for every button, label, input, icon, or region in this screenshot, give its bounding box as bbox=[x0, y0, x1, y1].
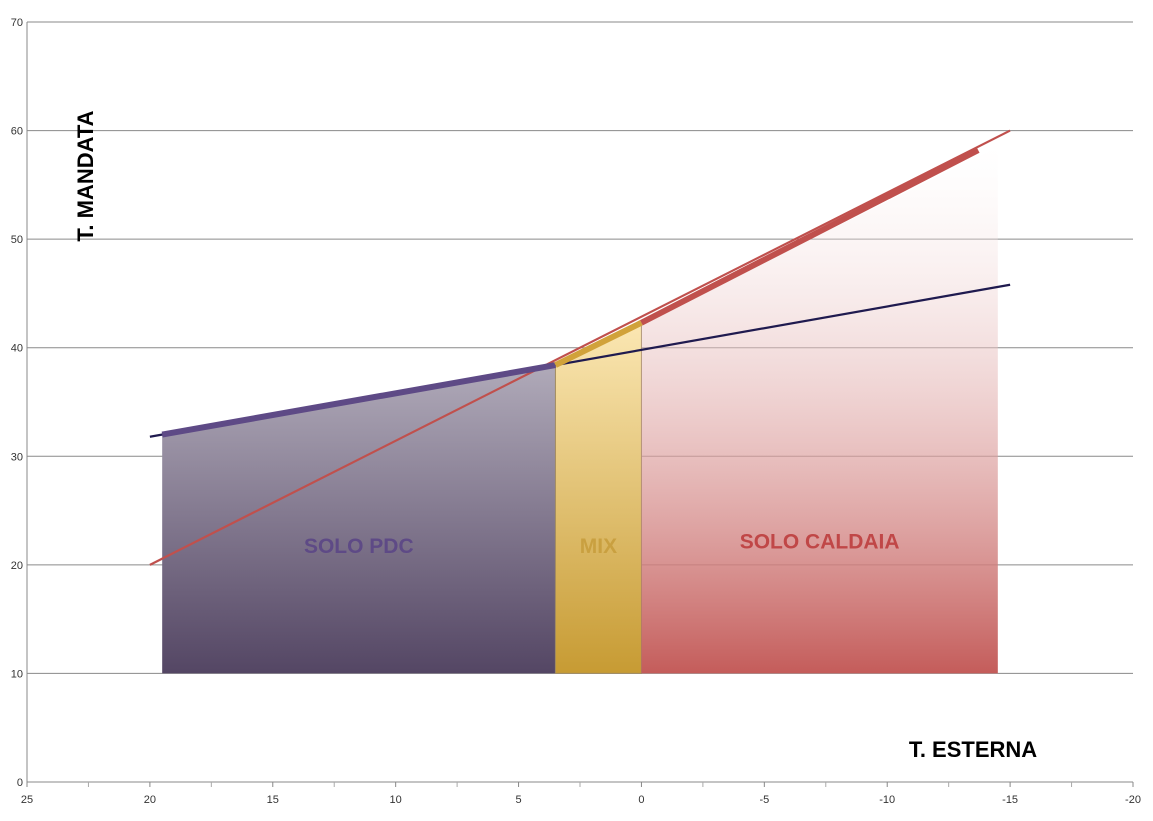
region-solo-pdc bbox=[162, 365, 556, 674]
x-tick-label: 15 bbox=[267, 794, 279, 806]
y-tick-label: 40 bbox=[11, 343, 23, 355]
axes bbox=[26, 22, 1134, 787]
region-label-solo-caldaia: SOLO CALDAIA bbox=[740, 531, 900, 554]
regions bbox=[162, 146, 998, 674]
x-axis-title: T. ESTERNA bbox=[909, 737, 1037, 762]
x-tick-label: 25 bbox=[21, 794, 33, 806]
x-tick-label: 10 bbox=[390, 794, 402, 806]
y-tick-label: 30 bbox=[11, 451, 23, 463]
y-tick-label: 60 bbox=[11, 126, 23, 138]
highlight-segment-1 bbox=[554, 320, 643, 368]
x-tick-label: -15 bbox=[1002, 794, 1018, 806]
y-tick-label: 70 bbox=[11, 17, 23, 29]
series-lines bbox=[149, 129, 1011, 566]
x-tick-label: -20 bbox=[1125, 794, 1141, 806]
region-mix bbox=[554, 321, 642, 674]
series-line-1 bbox=[149, 129, 1011, 566]
region-label-solo-pdc: SOLO PDC bbox=[304, 535, 414, 558]
y-tick-label: 0 bbox=[17, 777, 23, 789]
region-solo-caldaia bbox=[641, 146, 998, 674]
x-tick-label: 0 bbox=[638, 794, 644, 806]
x-tick-label: -10 bbox=[879, 794, 895, 806]
y-tick-label: 10 bbox=[11, 668, 23, 680]
highlight-segment-2 bbox=[640, 147, 980, 326]
y-tick-label: 20 bbox=[11, 560, 23, 572]
region-label-mix: MIX bbox=[580, 535, 617, 558]
y-axis-title: T. MANDATA bbox=[73, 110, 98, 241]
x-tick-label: 5 bbox=[515, 794, 521, 806]
y-tick-label: 50 bbox=[11, 234, 23, 246]
highlight-segment-0 bbox=[161, 362, 556, 438]
x-tick-label: 20 bbox=[144, 794, 156, 806]
x-tick-label: -5 bbox=[759, 794, 769, 806]
